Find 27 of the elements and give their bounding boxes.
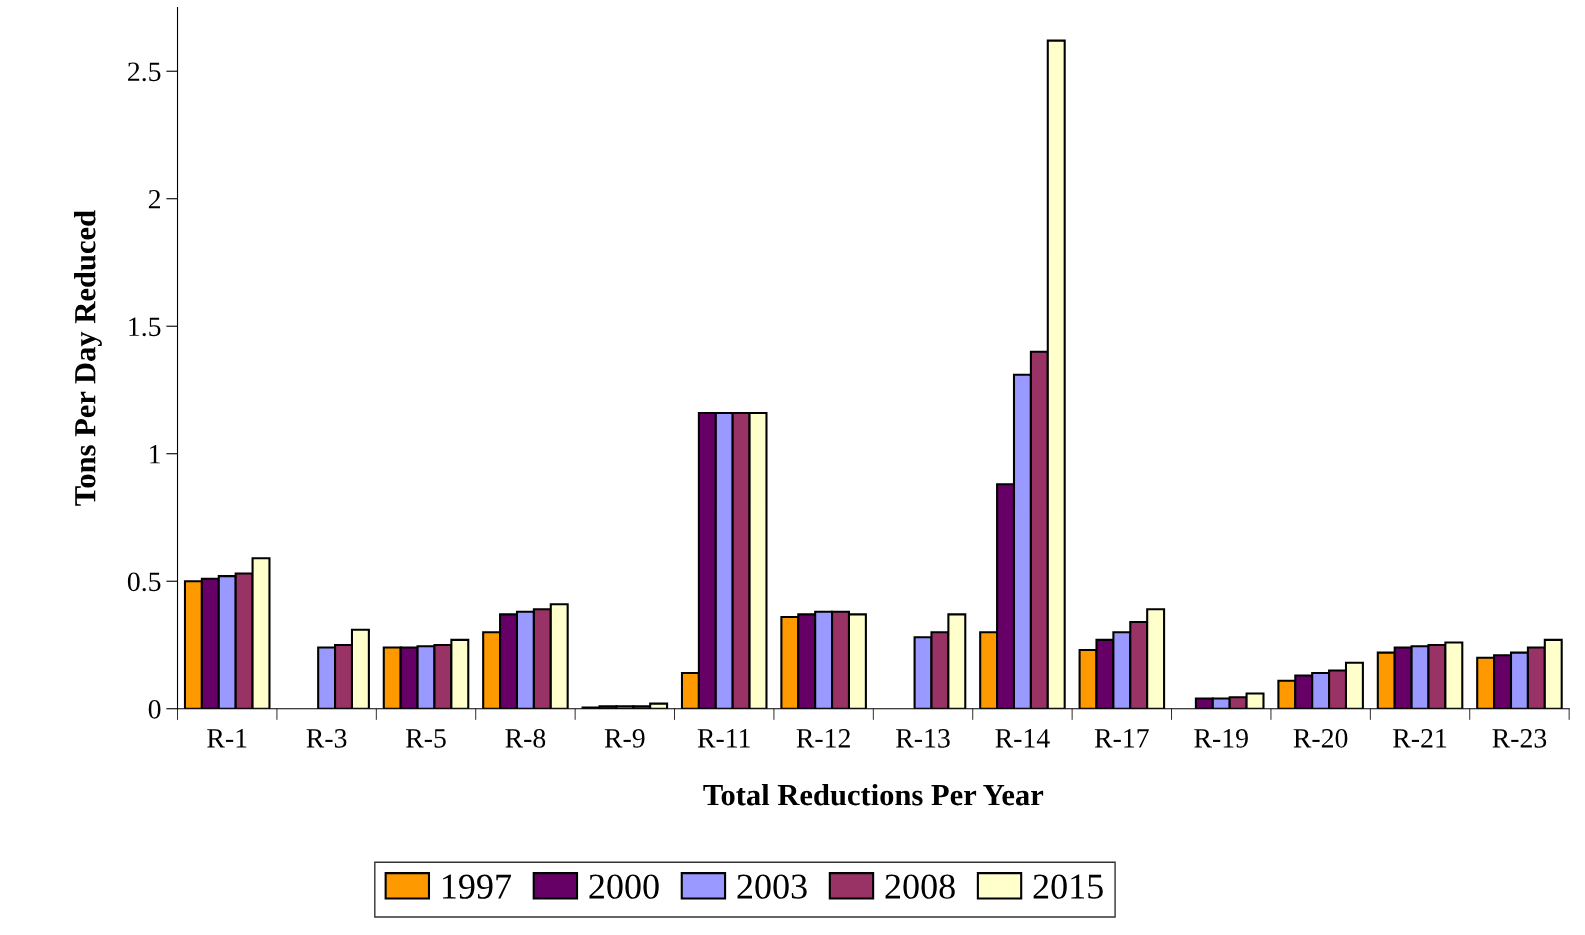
x-tick-label: R-1 bbox=[207, 729, 247, 748]
x-tick-label: R-13 bbox=[896, 729, 950, 748]
x-tick-label: R-20 bbox=[1293, 728, 1348, 748]
x-tick-label: R-17 bbox=[1094, 729, 1149, 748]
x-tick-label: R-8 bbox=[505, 728, 546, 748]
x-tick-label: R-14 bbox=[995, 729, 1050, 748]
legend-label: 2003 bbox=[737, 874, 807, 899]
y-tick-label: 0 bbox=[148, 699, 161, 719]
x-tick-label: R-23 bbox=[1492, 729, 1547, 748]
x-axis-title: Total Reductions Per Year bbox=[703, 783, 1044, 806]
legend-label: 1997 bbox=[442, 874, 511, 899]
x-tick-label: R-5 bbox=[405, 729, 446, 748]
y-tick-label: 1.5 bbox=[129, 317, 161, 337]
y-axis-title: Tons Per Day Reduced bbox=[74, 210, 102, 506]
y-tick-label: 0.5 bbox=[127, 572, 161, 592]
x-tick-label: R-11 bbox=[697, 729, 750, 748]
x-tick-label: R-9 bbox=[604, 729, 645, 748]
legend-label: 2015 bbox=[1033, 874, 1103, 899]
y-tick-label: 1 bbox=[150, 445, 160, 464]
x-tick-label: R-21 bbox=[1393, 729, 1447, 748]
y-tick-label: 2.5 bbox=[128, 62, 161, 82]
x-tick-label: R-19 bbox=[1194, 729, 1248, 748]
x-tick-label: R-3 bbox=[306, 729, 347, 748]
legend-label: 2000 bbox=[589, 874, 659, 899]
x-tick-label: R-12 bbox=[796, 729, 850, 748]
legend-label: 2008 bbox=[885, 874, 955, 899]
y-tick-label: 2 bbox=[148, 189, 161, 209]
